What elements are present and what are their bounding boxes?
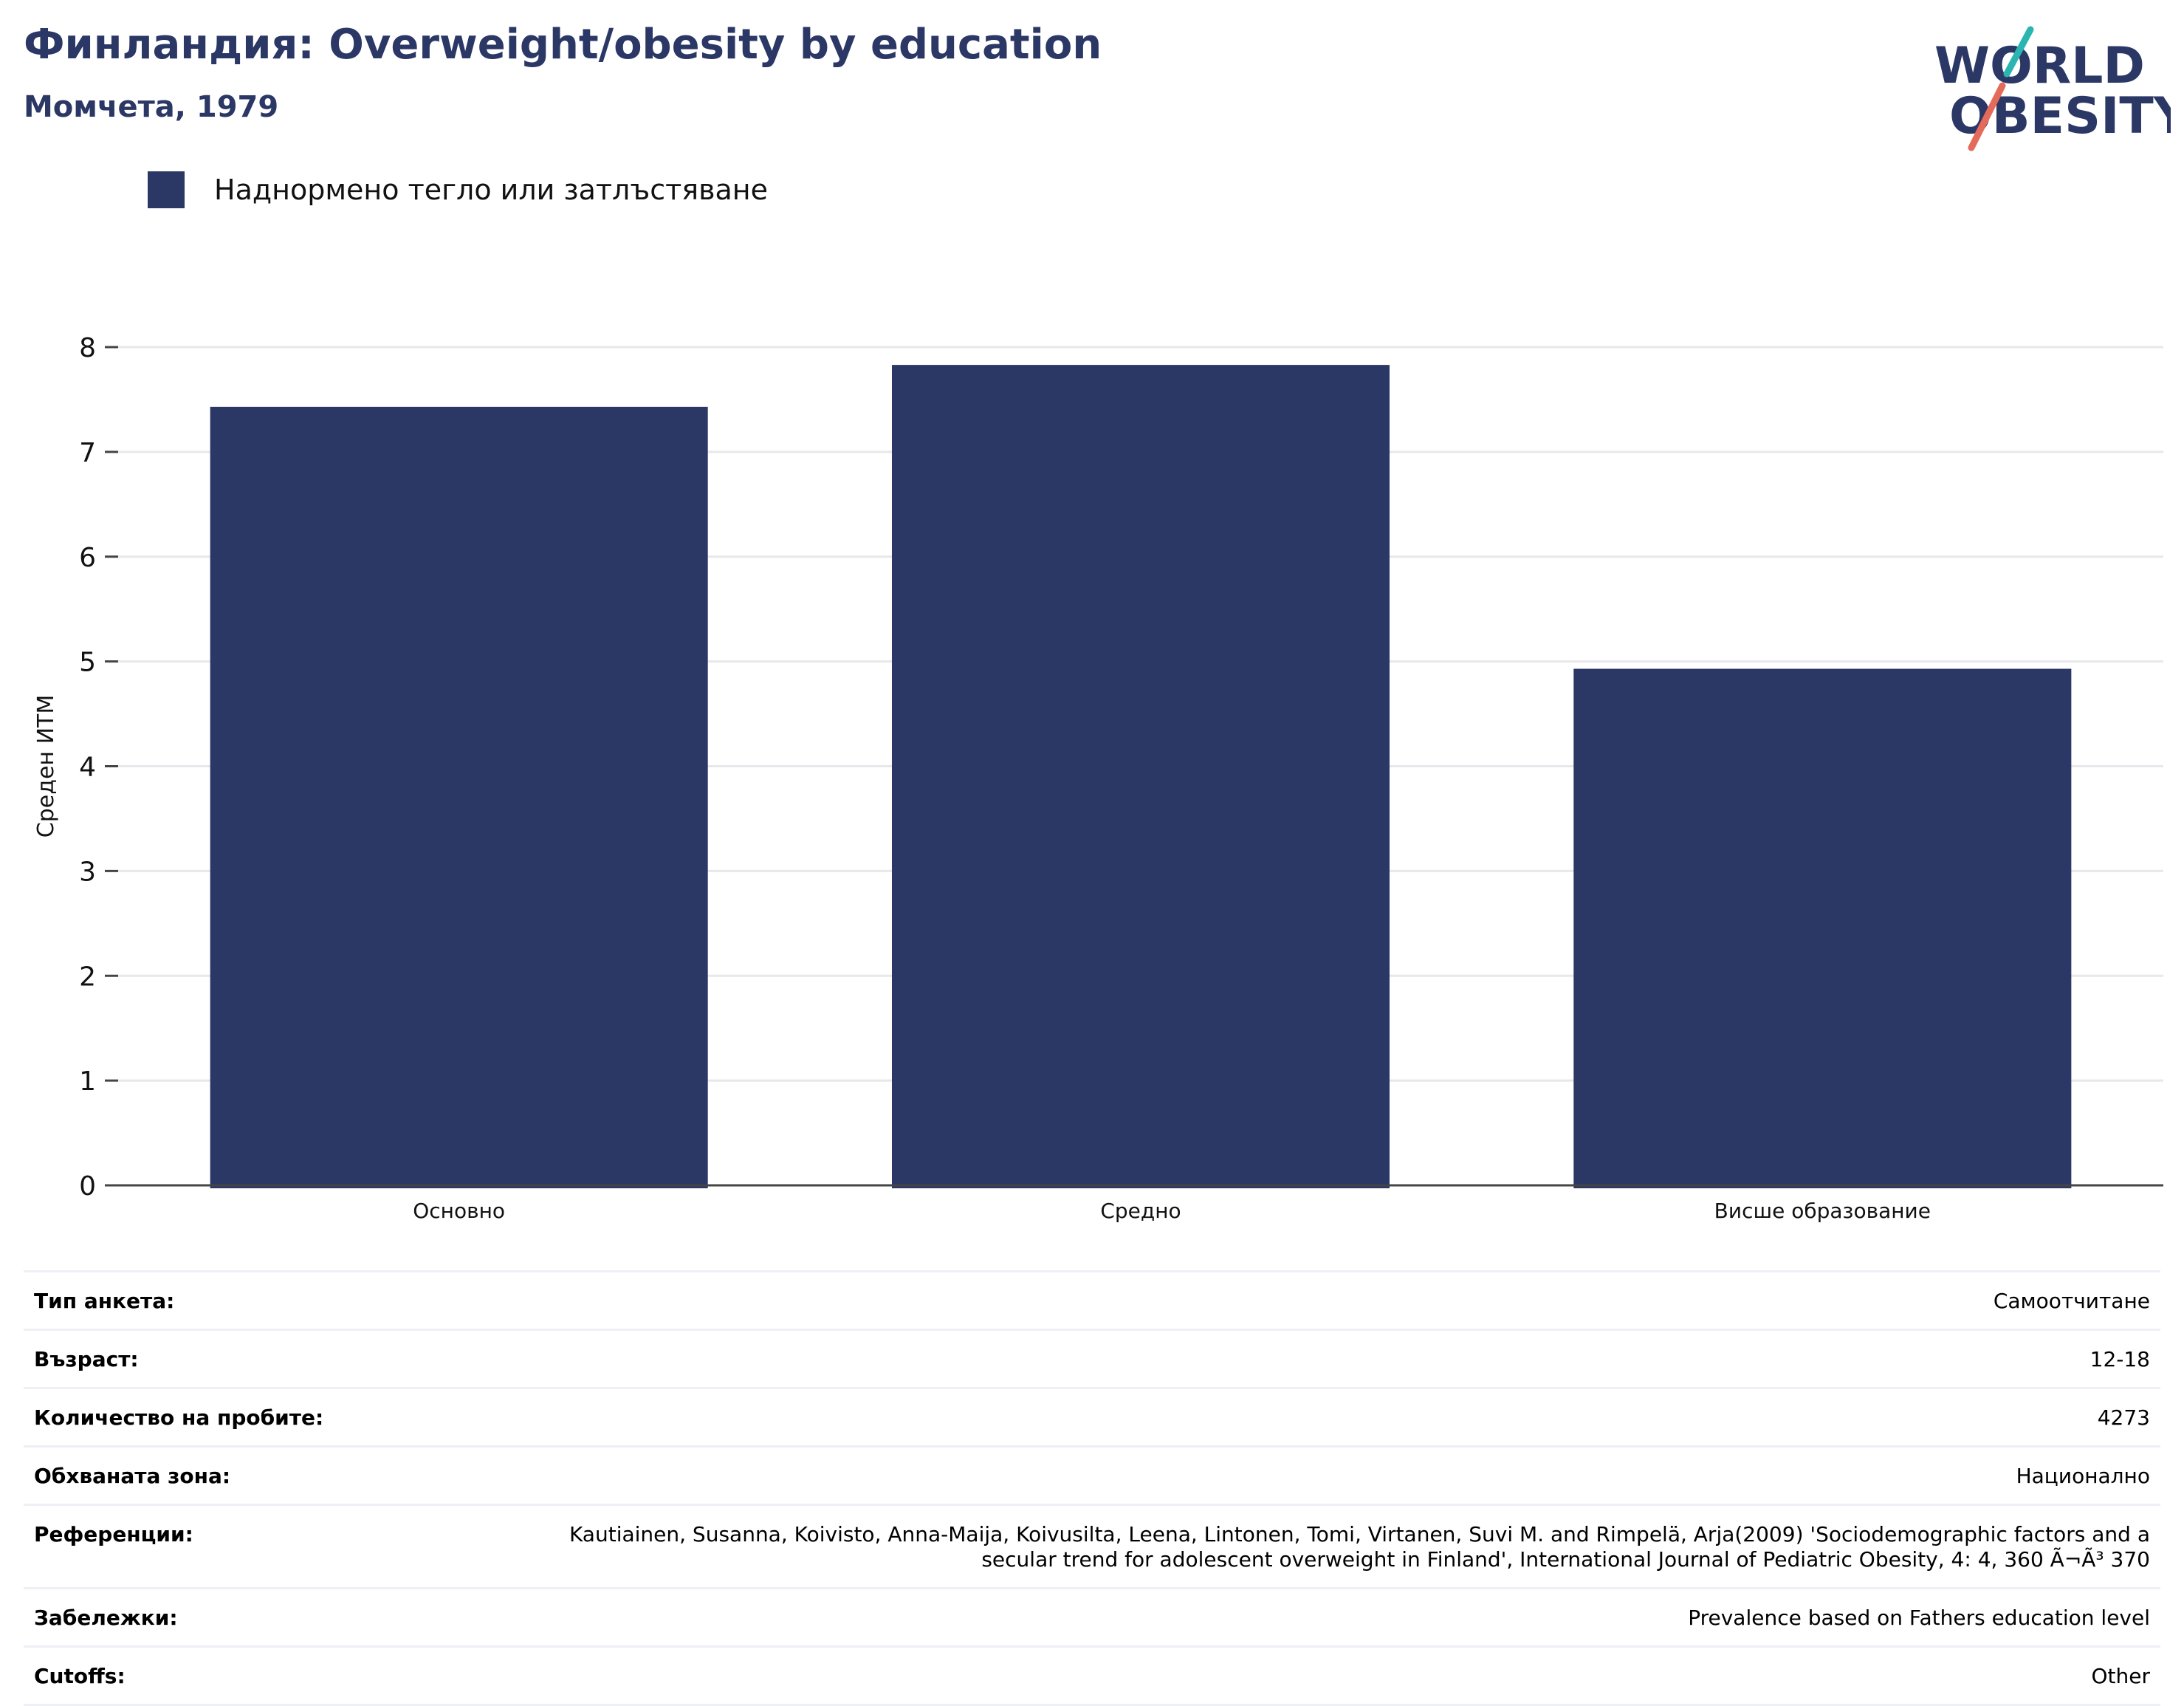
meta-row: Възраст: 12-18 <box>24 1329 2160 1387</box>
meta-value: Самоотчитане <box>1993 1289 2150 1313</box>
y-tick-label: 6 <box>79 543 96 573</box>
y-axis-label: Среден ИТМ <box>33 695 59 837</box>
metadata-table: Тип анкета: Самоотчитане Възраст: 12-18 … <box>24 1270 2160 1706</box>
logo-line2: OBESITY <box>1949 87 2171 145</box>
bar <box>891 365 1390 1188</box>
x-tick-label: Основно <box>413 1199 505 1223</box>
y-tick-label: 5 <box>79 648 96 678</box>
meta-key: Възраст: <box>34 1347 139 1371</box>
meta-key: Забележки: <box>34 1606 178 1630</box>
meta-row: Количество на пробите: 4273 <box>24 1387 2160 1445</box>
meta-row: Референции: Kautiainen, Susanna, Koivist… <box>24 1504 2160 1587</box>
meta-key: Референции: <box>34 1522 193 1546</box>
meta-row: Cutoffs: Other <box>24 1645 2160 1706</box>
meta-value: Kautiainen, Susanna, Koivisto, Anna-Maij… <box>569 1522 2150 1572</box>
legend-swatch <box>148 171 185 208</box>
meta-value: Prevalence based on Fathers education le… <box>1688 1606 2150 1630</box>
meta-key: Обхваната зона: <box>34 1464 231 1488</box>
y-tick-label: 8 <box>79 333 96 363</box>
bar-chart: 0 1 2 3 4 5 6 7 8 Среден ИТМ Основно Средно Висше об… <box>33 333 2163 1223</box>
logo-line1: WORLD <box>1934 37 2145 95</box>
world-obesity-logo: WORLD OBESITY <box>1934 26 2171 151</box>
y-tick-label: 7 <box>79 438 96 468</box>
logo-slash-red <box>1968 82 2006 151</box>
y-tick-label: 2 <box>79 962 96 992</box>
x-tick-label: Средно <box>1100 1199 1181 1223</box>
meta-key: Cutoffs: <box>34 1664 126 1688</box>
y-tick-label: 3 <box>79 857 96 887</box>
meta-value: 12-18 <box>2089 1347 2150 1371</box>
y-tick-label: 0 <box>79 1171 96 1202</box>
meta-row: Обхваната зона: Национално <box>24 1445 2160 1504</box>
chart-title: Финландия: Overweight/obesity by educati… <box>24 21 1102 69</box>
chart-subtitle: Момчета, 1979 <box>24 90 279 124</box>
meta-key: Тип анкета: <box>34 1289 175 1313</box>
x-tick-label: Висше образование <box>1714 1199 1931 1223</box>
legend: Наднормено тегло или затлъстяване <box>148 171 768 208</box>
meta-key: Количество на пробите: <box>34 1405 324 1430</box>
meta-value: 4273 <box>2097 1405 2150 1430</box>
y-tick-label: 1 <box>79 1066 96 1097</box>
bar <box>1573 668 2072 1188</box>
y-tick-label: 4 <box>79 753 96 783</box>
meta-row: Тип анкета: Самоотчитане <box>24 1270 2160 1329</box>
bar <box>210 406 708 1188</box>
meta-row: Забележки: Prevalence based on Fathers e… <box>24 1587 2160 1645</box>
meta-value: Национално <box>2016 1464 2150 1488</box>
legend-label: Наднормено тегло или затлъстяване <box>214 174 768 206</box>
meta-value: Other <box>2091 1664 2150 1688</box>
logo-slash-teal <box>2003 26 2034 78</box>
